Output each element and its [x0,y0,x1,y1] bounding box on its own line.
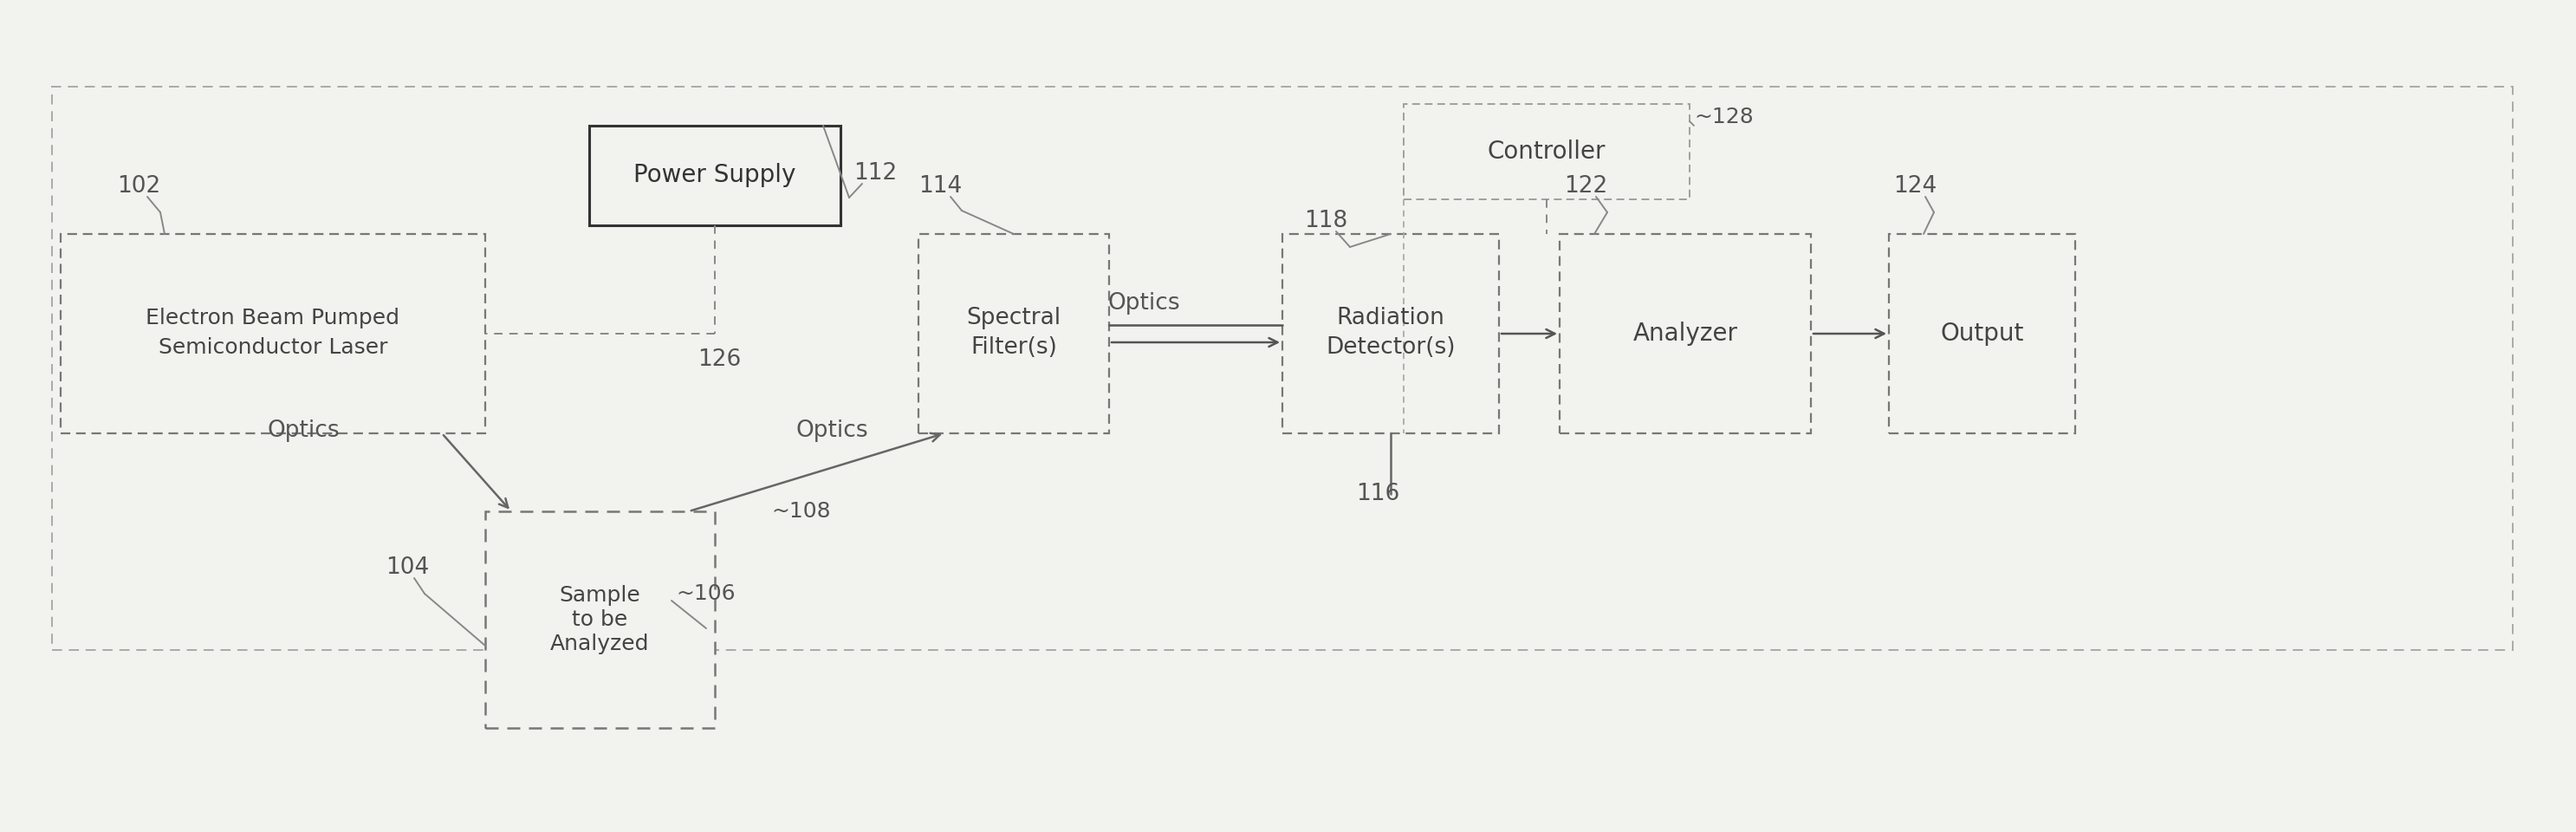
Text: Analyzed: Analyzed [551,633,649,654]
Bar [1404,104,1690,200]
Text: 126: 126 [698,349,742,371]
Text: 118: 118 [1303,210,1347,232]
Text: Power Supply: Power Supply [634,163,796,188]
Text: Electron Beam Pumped: Electron Beam Pumped [147,308,399,329]
Bar [1283,234,1499,433]
Bar [920,234,1110,433]
Bar [1888,234,2076,433]
Text: Optics: Optics [1108,292,1180,314]
Text: Semiconductor Laser: Semiconductor Laser [157,337,386,358]
Text: ~106: ~106 [675,583,734,604]
Text: Optics: Optics [268,419,340,442]
Bar [590,126,840,225]
Text: Filter(s): Filter(s) [971,336,1056,359]
Text: Controller: Controller [1486,140,1605,164]
Bar [484,512,714,728]
Text: Output: Output [1940,321,2025,346]
Text: Spectral: Spectral [966,307,1061,329]
Text: 104: 104 [386,557,430,579]
Text: Detector(s): Detector(s) [1327,336,1455,359]
Text: ~108: ~108 [770,501,829,522]
Text: 112: 112 [853,162,896,185]
Text: Sample: Sample [559,585,641,606]
Text: 122: 122 [1564,175,1607,198]
Text: 102: 102 [116,175,160,198]
Bar [52,87,2512,650]
Text: 114: 114 [920,175,961,198]
Text: 124: 124 [1893,175,1937,198]
Text: Analyzer: Analyzer [1633,321,1739,346]
Bar [1558,234,1811,433]
Text: to be: to be [572,609,629,630]
Bar [62,234,484,433]
Text: Optics: Optics [796,419,868,442]
Text: ~128: ~128 [1695,106,1754,127]
Text: Radiation: Radiation [1337,307,1445,329]
Text: 116: 116 [1355,483,1399,505]
